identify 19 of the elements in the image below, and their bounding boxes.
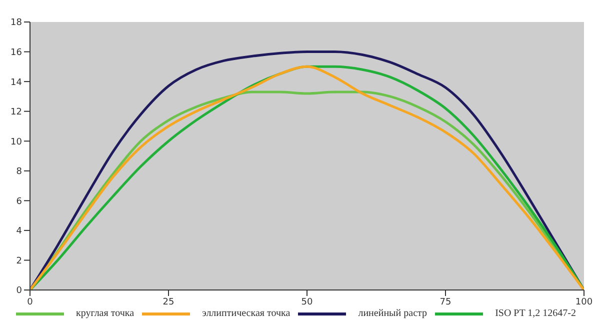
y-tick-label: 8 bbox=[16, 167, 22, 178]
x-tick-label: 25 bbox=[162, 297, 174, 308]
legend-label: ISO PT 1,2 12647-2 bbox=[495, 308, 576, 319]
x-tick-label: 0 bbox=[27, 297, 34, 308]
x-tick-label: 75 bbox=[440, 297, 452, 308]
y-tick-label: 10 bbox=[10, 137, 22, 148]
y-tick-label: 4 bbox=[16, 226, 22, 237]
y-tick-label: 0 bbox=[16, 286, 22, 296]
legend-label: эллиптическая точка bbox=[202, 308, 290, 319]
x-tick-label: 50 bbox=[301, 297, 313, 308]
y-tick-label: 12 bbox=[10, 108, 22, 118]
x-tick-label: 100 bbox=[575, 297, 593, 308]
y-tick-label: 6 bbox=[16, 196, 22, 207]
y-tick-label: 18 bbox=[10, 18, 22, 28]
y-tick-label: 2 bbox=[16, 256, 22, 266]
legend-label: круглая точка bbox=[76, 308, 134, 319]
y-tick-label: 14 bbox=[10, 78, 22, 88]
y-tick-label: 16 bbox=[10, 48, 22, 58]
legend-label: линейный растр bbox=[358, 308, 427, 319]
